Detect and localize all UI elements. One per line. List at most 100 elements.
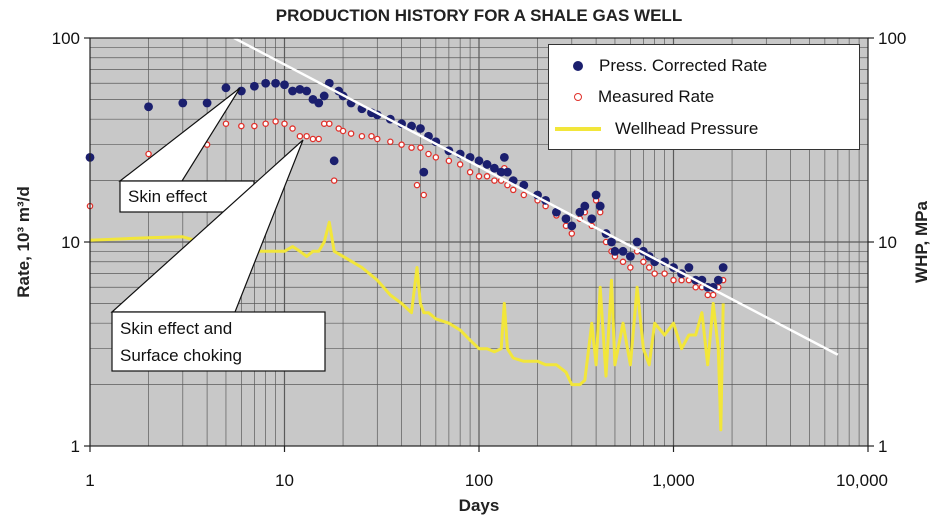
y-axis-label-left: Rate, 10³ m³/d bbox=[14, 186, 33, 298]
measured-rate-point bbox=[483, 173, 491, 180]
corrected-rate-point bbox=[632, 237, 642, 247]
measured-rate-point bbox=[145, 150, 152, 158]
x-tick-label: 1,000 bbox=[652, 471, 695, 490]
legend-item-pressure: Wellhead Pressure bbox=[549, 118, 758, 140]
corrected-rate-point bbox=[490, 163, 499, 173]
corrected-rate-point bbox=[561, 214, 571, 224]
callout-box-choking bbox=[111, 311, 326, 372]
measured-rate-point bbox=[339, 127, 347, 135]
corrected-rate-point bbox=[607, 237, 616, 247]
y-tick-label-left: 10 bbox=[61, 233, 80, 252]
measured-rate-point bbox=[413, 181, 421, 189]
measured-rate-point bbox=[692, 284, 699, 291]
corrected-rate-point bbox=[280, 80, 289, 90]
corrected-rate-point bbox=[329, 156, 339, 166]
measured-rate-point bbox=[520, 191, 528, 199]
measured-rate-point bbox=[368, 132, 375, 140]
corrected-rate-point bbox=[416, 124, 425, 133]
corrected-rate-point bbox=[587, 214, 597, 224]
legend-marker-corrected bbox=[573, 61, 583, 71]
measured-rate-point bbox=[374, 135, 381, 143]
axis-ticks: 1 10 100 1,000 10,000 1 10 100 1 10 100 bbox=[52, 29, 907, 490]
y-axis-label-right: WHP, MPa bbox=[912, 201, 931, 283]
x-axis-label: Days bbox=[458, 496, 500, 515]
legend-marker-measured bbox=[574, 93, 582, 101]
measured-rate-point bbox=[330, 177, 338, 184]
callout-text-choking-line1: Skin effect and bbox=[120, 319, 232, 338]
corrected-rate-point bbox=[407, 121, 416, 131]
measured-rate-point bbox=[456, 161, 464, 168]
corrected-rate-point bbox=[595, 201, 605, 211]
legend-label-measured: Measured Rate bbox=[598, 87, 715, 106]
x-tick-label: 100 bbox=[465, 471, 493, 490]
measured-rate-point bbox=[509, 186, 517, 194]
corrected-rate-point bbox=[551, 207, 561, 217]
corrected-rate-point bbox=[575, 207, 585, 217]
corrected-rate-point bbox=[295, 84, 305, 94]
measured-rate-point bbox=[640, 258, 647, 266]
y-tick-label-right: 1 bbox=[878, 437, 887, 456]
legend-label-corrected: Press. Corrected Rate bbox=[599, 56, 768, 75]
measured-rate-point bbox=[704, 291, 711, 299]
corrected-rate-point bbox=[625, 251, 635, 261]
measured-rate-point bbox=[303, 132, 310, 140]
measured-rate-point bbox=[445, 157, 453, 165]
corrected-rate-point bbox=[567, 221, 577, 231]
callout-text-skin: Skin effect bbox=[128, 187, 207, 206]
callout-text-choking-line2: Surface choking bbox=[120, 346, 242, 365]
corrected-rate-point bbox=[482, 160, 492, 169]
corrected-rate-point bbox=[202, 98, 212, 108]
measured-rate-point bbox=[432, 154, 440, 161]
measured-rate-point bbox=[358, 132, 366, 140]
measured-rate-point bbox=[251, 122, 258, 130]
measured-rate-point bbox=[408, 144, 415, 151]
corrected-rate-point bbox=[718, 263, 728, 272]
corrected-rate-point bbox=[591, 190, 601, 200]
corrected-rate-point bbox=[271, 78, 281, 88]
corrected-rate-point bbox=[261, 78, 271, 88]
measured-rate-point bbox=[320, 120, 328, 127]
measured-rate-point bbox=[238, 122, 245, 130]
y-tick-label-left: 100 bbox=[52, 29, 80, 48]
corrected-rate-point bbox=[474, 156, 484, 166]
measured-rate-point bbox=[678, 276, 685, 284]
x-tick-label: 10,000 bbox=[836, 471, 888, 490]
measured-rate-point bbox=[387, 138, 394, 146]
y-tick-label-right: 100 bbox=[878, 29, 906, 48]
measured-rate-point bbox=[296, 132, 304, 140]
y-tick-label-left: 1 bbox=[71, 437, 80, 456]
wellhead-pressure-line bbox=[89, 220, 725, 432]
measured-rate-point bbox=[466, 168, 474, 176]
corrected-rate-point bbox=[684, 263, 694, 272]
measured-rate-point bbox=[475, 173, 483, 180]
measured-rate-point bbox=[289, 125, 296, 132]
measured-rate-point bbox=[417, 144, 424, 151]
measured-rate-point bbox=[491, 177, 498, 184]
x-tick-label: 1 bbox=[85, 471, 94, 490]
chart-title: PRODUCTION HISTORY FOR A SHALE GAS WELL bbox=[275, 6, 683, 25]
measured-rate-point bbox=[670, 276, 677, 284]
corrected-rate-point bbox=[419, 167, 429, 177]
measured-rate-point bbox=[262, 120, 269, 127]
measured-rate-point bbox=[425, 150, 432, 158]
measured-rate-point bbox=[326, 120, 333, 127]
y-tick-label-right: 10 bbox=[878, 233, 897, 252]
measured-rate-point bbox=[315, 135, 322, 143]
corrected-rate-point bbox=[713, 275, 723, 285]
corrected-rate-point bbox=[221, 83, 231, 93]
corrected-rate-point bbox=[580, 201, 590, 211]
measured-rate-point bbox=[347, 130, 355, 137]
legend-marker-pressure bbox=[555, 127, 601, 131]
legend-label-pressure: Wellhead Pressure bbox=[615, 119, 759, 138]
corrected-rate-point bbox=[618, 246, 628, 256]
measured-rate-point bbox=[222, 120, 230, 127]
legend-item-measured: Measured Rate bbox=[549, 86, 714, 108]
trend-line bbox=[233, 36, 839, 356]
callouts: Skin effect Skin effect and Surface chokin… bbox=[110, 87, 326, 372]
measured-rate-point bbox=[398, 141, 405, 148]
measured-rate-point bbox=[272, 118, 279, 125]
corrected-rate-point bbox=[499, 152, 509, 162]
corrected-rate-point bbox=[178, 98, 188, 108]
measured-rate-point bbox=[651, 270, 658, 277]
wellhead-pressure-series bbox=[89, 220, 725, 432]
